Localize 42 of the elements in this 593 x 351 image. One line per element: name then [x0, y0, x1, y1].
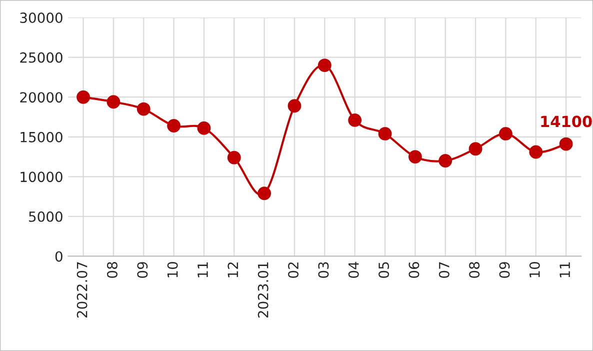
y-tick-label: 15000: [20, 132, 62, 142]
x-tick-label: 10: [167, 262, 178, 278]
point: [438, 154, 452, 168]
y-tick-label: 10000: [20, 172, 62, 182]
point: [106, 95, 120, 109]
point: [498, 126, 512, 140]
x-tick-label: 11: [560, 262, 570, 278]
x-tick-label: 09: [499, 262, 510, 278]
y-tick-label: 25000: [20, 52, 62, 63]
x-tick-label: 03: [318, 262, 329, 278]
point: [197, 121, 211, 135]
x-tick-label: 04: [348, 262, 359, 278]
x-tick-label: 2022.07: [76, 262, 88, 318]
x-tick-label: 06: [408, 262, 420, 278]
x-tick-label: 10: [529, 262, 540, 278]
x-tick-label: 12: [228, 262, 238, 278]
y-tick-label: 20000: [20, 92, 62, 103]
point: [167, 119, 181, 132]
y-tick-label: 5000: [29, 211, 62, 222]
x-tick-label: 02: [288, 262, 299, 278]
x-tick-label: 07: [438, 262, 450, 278]
point: [136, 102, 150, 116]
point: [348, 113, 362, 127]
x-tick-label: 11: [198, 262, 208, 278]
point: [529, 145, 543, 159]
point: [227, 150, 241, 164]
data-label: 14100: [541, 116, 592, 128]
point: [468, 142, 482, 156]
x-tick-label: 09: [137, 262, 148, 278]
y-tick-label: 0: [55, 251, 62, 262]
point: [76, 90, 90, 104]
point: [288, 99, 302, 113]
point: [258, 186, 272, 200]
x-tick-label: 2023.01: [258, 262, 268, 318]
point: [408, 150, 422, 164]
y-tick-label: 30000: [20, 12, 62, 24]
x-tick-label: 08: [469, 262, 480, 278]
point: [318, 58, 332, 72]
x-tick-label: 08: [106, 262, 118, 278]
point: [378, 126, 392, 140]
point: [559, 137, 573, 151]
x-tick-label: 05: [378, 262, 390, 278]
